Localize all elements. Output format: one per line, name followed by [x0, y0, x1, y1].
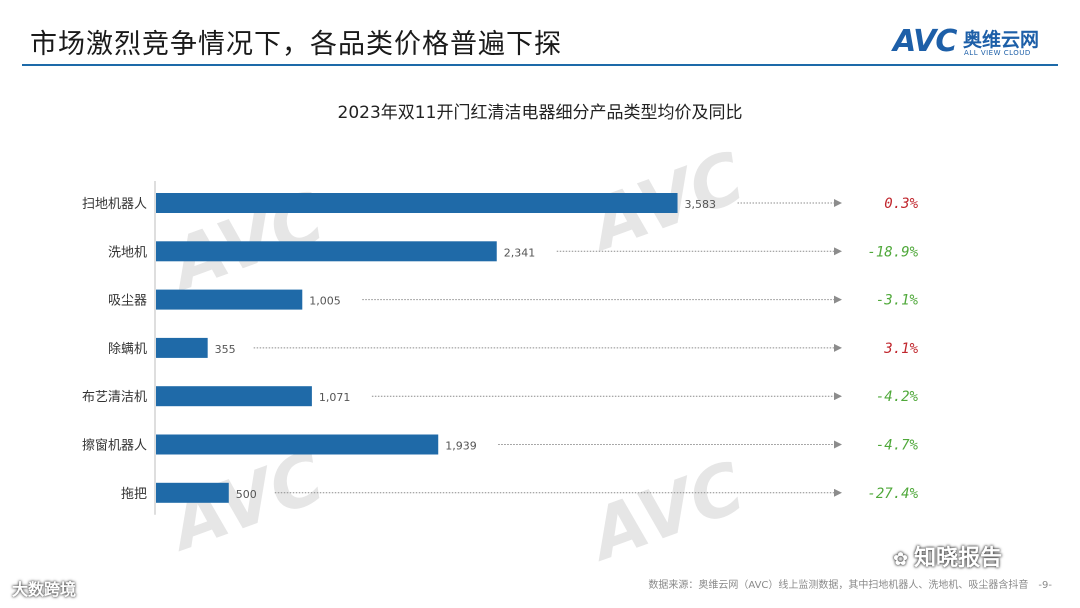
- category-label: 擦窗机器人: [82, 438, 147, 454]
- yoy-label: -4.7%: [876, 438, 919, 454]
- value-label: 2,341: [504, 246, 536, 259]
- bar: [156, 193, 678, 213]
- bar: [156, 482, 229, 503]
- yoy-label: -18.9%: [867, 244, 918, 260]
- watermark-right-text: 知晓报告: [914, 546, 1003, 571]
- page-number: -9-: [1038, 580, 1052, 591]
- category-label: 拖把: [121, 487, 147, 502]
- yoy-label: -27.4%: [867, 486, 918, 502]
- yoy-label: 0.3%: [884, 196, 918, 212]
- watermark-right: ✿ 知晓报告: [893, 540, 1002, 572]
- bar: [156, 337, 208, 358]
- value-label: 1,005: [309, 295, 341, 308]
- bar: [156, 434, 439, 455]
- bar: [156, 289, 303, 310]
- value-label: 355: [215, 343, 236, 356]
- category-label: 布艺清洁机: [82, 390, 147, 405]
- avc-logo: AVC 奥维云网 ALL VIEW CLOUD: [893, 24, 1058, 60]
- category-label: 吸尘器: [108, 294, 147, 309]
- yoy-label: 3.1%: [883, 341, 918, 357]
- footer-source: 数据来源：奥维云网（AVC）线上监测数据，其中扫地机器人、洗地机、吸尘器含抖音 -…: [648, 576, 1052, 591]
- category-label: 洗地机: [108, 245, 147, 260]
- value-label: 500: [236, 488, 257, 501]
- logo-mark: AVC: [893, 24, 957, 59]
- category-label: 除螨机: [108, 342, 147, 357]
- value-label: 3,583: [685, 198, 717, 211]
- category-label: 扫地机器人: [82, 197, 147, 212]
- source-note: 数据来源：奥维云网（AVC）线上监测数据，其中扫地机器人、洗地机、吸尘器含抖音: [648, 580, 1029, 591]
- value-label: 1,939: [445, 440, 477, 453]
- logo-cn-text: 奥维云网: [963, 29, 1040, 51]
- chart-title: 2023年双11开门红清洁电器细分产品类型均价及同比: [337, 103, 743, 123]
- bar: [156, 241, 497, 262]
- slide-header: 市场激烈竞争情况下，各品类价格普遍下探 AVC 奥维云网 ALL VIEW CL…: [0, 0, 1080, 66]
- watermark-left: 大数跨境: [12, 580, 77, 599]
- yoy-label: -4.2%: [876, 389, 919, 405]
- bar: [156, 386, 312, 407]
- page-title: 市场激烈竞争情况下，各品类价格普遍下探: [30, 29, 562, 60]
- wechat-icon: ✿: [893, 549, 909, 570]
- value-label: 1,071: [319, 391, 351, 404]
- logo-en-text: ALL VIEW CLOUD: [964, 49, 1031, 57]
- header-divider: [22, 64, 1058, 66]
- yoy-label: -3.1%: [876, 293, 919, 309]
